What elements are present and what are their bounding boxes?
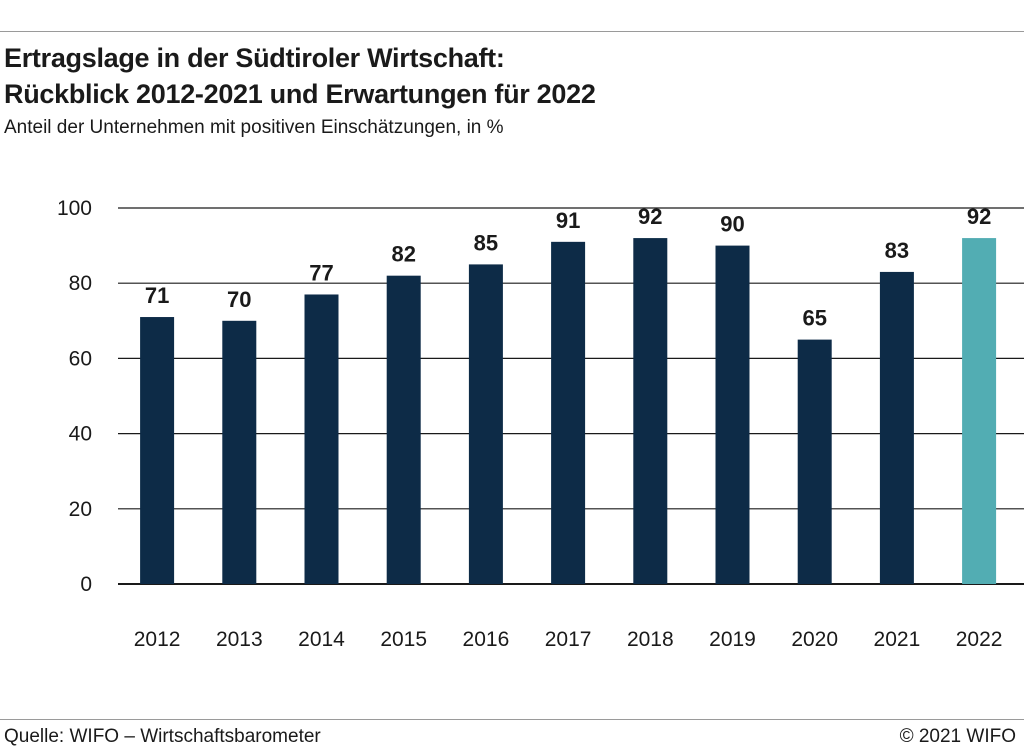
bar-2022	[962, 238, 997, 584]
y-tick-label: 80	[69, 272, 92, 295]
chart-title: Ertragslage in der Südtiroler Wirtschaft…	[4, 40, 596, 112]
bar-2020	[797, 339, 832, 584]
data-label-2015: 82	[391, 242, 415, 267]
bar-2016	[468, 264, 503, 584]
y-axis-ticks: 0 20 40 60 80 100	[57, 197, 92, 596]
data-label-2013: 70	[227, 287, 251, 312]
y-tick-label: 60	[69, 347, 92, 370]
bar-2017	[551, 241, 586, 584]
data-label-2016: 85	[474, 230, 498, 255]
data-label-2012: 71	[145, 283, 169, 308]
y-tick-label: 20	[69, 498, 92, 521]
data-label-2022: 92	[967, 204, 991, 229]
bottom-rule	[0, 719, 1024, 720]
bar-2021	[879, 271, 914, 584]
data-label-2018: 92	[638, 204, 662, 229]
x-tick-label-2018: 2018	[627, 628, 674, 651]
x-tick-label-2020: 2020	[791, 628, 838, 651]
chart-title-line-1: Ertragslage in der Südtiroler Wirtschaft…	[4, 43, 505, 73]
copyright-note: © 2021 WIFO	[899, 726, 1016, 747]
x-tick-label-2013: 2013	[216, 628, 263, 651]
x-tick-label-2014: 2014	[298, 628, 345, 651]
bar-2012	[140, 317, 175, 584]
data-label-2021: 83	[885, 238, 909, 263]
x-tick-label-2015: 2015	[380, 628, 427, 651]
y-tick-label: 100	[57, 197, 92, 220]
y-tick-label: 0	[80, 573, 92, 596]
x-tick-label-2021: 2021	[874, 628, 921, 651]
x-tick-label-2017: 2017	[545, 628, 592, 651]
bars	[140, 238, 997, 584]
bar-2013	[222, 320, 257, 584]
x-axis-ticks: 2012 2013 2014 2015 2016 2017 2018 2019 2020 2021…	[134, 628, 1003, 651]
bar-2018	[633, 238, 668, 584]
chart-subtitle: Anteil der Unternehmen mit positiven Ein…	[4, 117, 504, 138]
source-note: Quelle: WIFO – Wirtschaftsbarometer	[4, 726, 321, 747]
bar-chart: 71 70 77 82 85 91 92 90 65 83 92 0 20 40 60 80 100 2012…	[57, 197, 1024, 651]
bar-2014	[304, 294, 339, 584]
data-label-2019: 90	[720, 212, 744, 237]
x-tick-label-2012: 2012	[134, 628, 181, 651]
data-labels: 71 70 77 82 85 91 92 90 65 83 92	[145, 204, 991, 331]
y-tick-label: 40	[69, 423, 92, 446]
chart-title-line-2: Rückblick 2012-2021 und Erwartungen für …	[4, 79, 596, 109]
data-label-2017: 91	[556, 208, 580, 233]
x-tick-label-2016: 2016	[463, 628, 510, 651]
bar-2015	[386, 275, 421, 584]
x-tick-label-2019: 2019	[709, 628, 756, 651]
data-label-2014: 77	[309, 260, 333, 285]
top-rule	[0, 31, 1024, 32]
x-tick-label-2022: 2022	[956, 628, 1003, 651]
bar-2019	[715, 245, 750, 584]
data-label-2020: 65	[802, 306, 826, 331]
